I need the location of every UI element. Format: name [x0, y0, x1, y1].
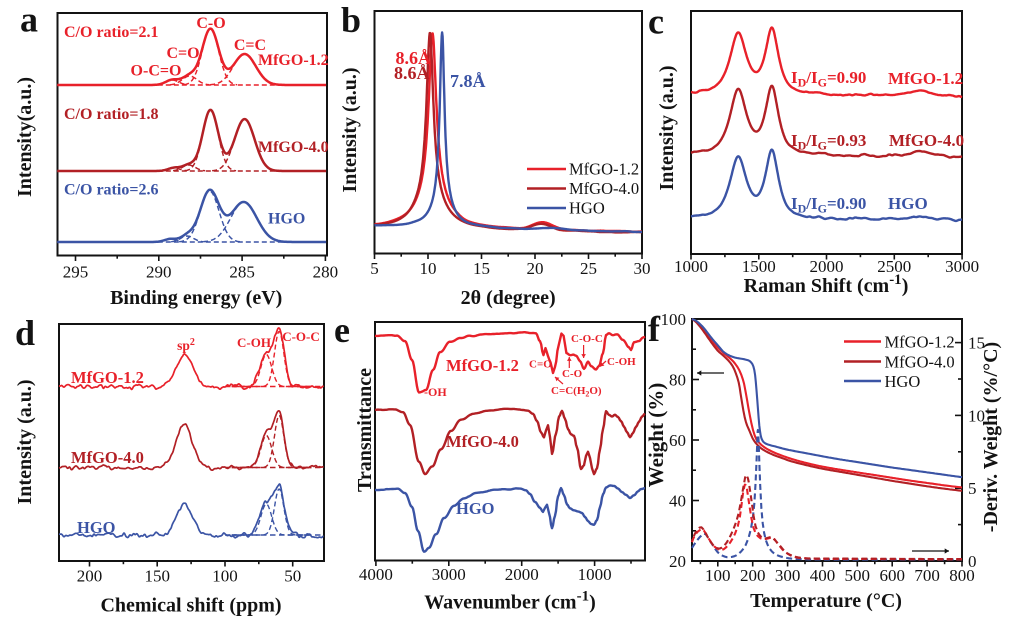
svg-text:500: 500: [845, 566, 871, 585]
svg-text:700: 700: [914, 566, 940, 585]
svg-text:C-O: C-O: [196, 15, 225, 32]
svg-text:25: 25: [580, 259, 597, 278]
svg-text:MfGO-4.0: MfGO-4.0: [569, 179, 639, 198]
svg-text:f: f: [648, 309, 661, 349]
svg-text:MfGO-4.0: MfGO-4.0: [258, 139, 329, 156]
svg-text:800: 800: [949, 566, 975, 585]
svg-text:C=C: C=C: [234, 37, 266, 54]
svg-text:C-O: C-O: [562, 368, 583, 380]
svg-text:C=O: C=O: [166, 45, 199, 62]
svg-text:MfGO-1.2: MfGO-1.2: [888, 69, 963, 88]
svg-text:C-OH: C-OH: [237, 335, 271, 350]
svg-text:MfGO-1.2: MfGO-1.2: [885, 332, 955, 351]
svg-text:HGO: HGO: [888, 194, 928, 213]
svg-text:HGO: HGO: [885, 372, 921, 391]
svg-text:MfGO-4.0: MfGO-4.0: [71, 448, 144, 467]
svg-text:1000: 1000: [674, 257, 708, 276]
svg-text:C=O: C=O: [529, 359, 552, 371]
svg-text:d: d: [15, 313, 35, 353]
svg-text:2θ (degree): 2θ (degree): [461, 287, 556, 309]
svg-text:100: 100: [705, 566, 731, 585]
svg-text:MfGO-1.2: MfGO-1.2: [258, 52, 329, 69]
svg-text:280: 280: [313, 263, 339, 282]
svg-text:400: 400: [810, 566, 836, 585]
svg-text:10: 10: [420, 259, 437, 278]
svg-text:40: 40: [669, 492, 686, 511]
svg-text:290: 290: [146, 263, 172, 282]
svg-text:60: 60: [669, 431, 686, 450]
svg-text:MfGO-4.0: MfGO-4.0: [885, 352, 955, 371]
svg-text:285: 285: [229, 263, 255, 282]
svg-text:Raman Shift (cm-1): Raman Shift (cm-1): [744, 272, 909, 297]
svg-text:Binding energy (eV): Binding energy (eV): [110, 287, 282, 309]
svg-text:15: 15: [473, 259, 490, 278]
svg-text:HGO: HGO: [268, 211, 305, 228]
svg-text:2000: 2000: [505, 565, 539, 584]
svg-text:10: 10: [968, 406, 985, 425]
svg-text:HGO: HGO: [77, 518, 116, 537]
svg-text:ID/IG=0.90: ID/IG=0.90: [791, 194, 866, 216]
svg-text:ID/IG=0.90: ID/IG=0.90: [791, 68, 866, 90]
svg-text:MfGO-1.2: MfGO-1.2: [569, 159, 639, 178]
svg-text:2500: 2500: [877, 257, 911, 276]
svg-text:MfGO-4.0: MfGO-4.0: [889, 131, 964, 150]
svg-text:20: 20: [669, 552, 686, 571]
svg-text:Intensity (a.u.): Intensity (a.u.): [339, 67, 361, 192]
svg-text:-Deriv. Weight (%/°C): -Deriv. Weight (%/°C): [980, 342, 1002, 532]
svg-text:200: 200: [77, 567, 103, 586]
svg-text:0: 0: [968, 552, 977, 571]
svg-text:80: 80: [669, 371, 686, 390]
svg-text:3000: 3000: [432, 565, 466, 584]
svg-text:C-OH: C-OH: [607, 356, 636, 368]
svg-text:a: a: [20, 0, 38, 40]
svg-text:C=C(H2O): C=C(H2O): [551, 385, 602, 399]
svg-text:Weight (%): Weight (%): [644, 383, 668, 487]
svg-text:C/O ratio=2.6: C/O ratio=2.6: [64, 182, 158, 199]
svg-text:Temperature (°C): Temperature (°C): [750, 590, 902, 612]
svg-text:HGO: HGO: [456, 499, 495, 518]
svg-text:C-O-C: C-O-C: [571, 333, 603, 345]
svg-text:Intensity (a.u.): Intensity (a.u.): [656, 65, 678, 190]
svg-text:1500: 1500: [742, 257, 776, 276]
svg-text:5: 5: [968, 479, 977, 498]
svg-text:100: 100: [212, 567, 238, 586]
svg-text:300: 300: [775, 566, 801, 585]
svg-text:O-C=O: O-C=O: [131, 63, 182, 80]
svg-text:HGO: HGO: [569, 198, 605, 217]
svg-text:7.8Å: 7.8Å: [450, 71, 486, 91]
svg-text:MfGO-1.2: MfGO-1.2: [71, 368, 144, 387]
svg-text:30: 30: [634, 259, 651, 278]
svg-text:MfGO-4.0: MfGO-4.0: [446, 432, 519, 451]
svg-text:C/O ratio=2.1: C/O ratio=2.1: [64, 24, 158, 41]
svg-text:50: 50: [284, 567, 301, 586]
svg-text:600: 600: [879, 566, 905, 585]
svg-text:295: 295: [63, 263, 89, 282]
svg-text:-OH: -OH: [424, 385, 447, 399]
svg-text:C-O-C: C-O-C: [282, 329, 320, 344]
svg-text:8.6Å: 8.6Å: [396, 48, 432, 68]
svg-text:200: 200: [740, 566, 766, 585]
svg-text:2000: 2000: [810, 257, 844, 276]
svg-text:Intensity (a.u.): Intensity (a.u.): [14, 379, 36, 504]
svg-text:Chemical shift (ppm): Chemical shift (ppm): [100, 595, 281, 617]
svg-text:C/O ratio=1.8: C/O ratio=1.8: [64, 106, 158, 123]
svg-text:b: b: [341, 0, 361, 40]
svg-text:20: 20: [527, 259, 544, 278]
svg-text:3000: 3000: [945, 257, 979, 276]
svg-text:100: 100: [661, 310, 687, 329]
svg-text:4000: 4000: [359, 565, 393, 584]
svg-text:Wavenumber (cm-1): Wavenumber (cm-1): [424, 589, 596, 614]
svg-text:Transmittance: Transmittance: [354, 368, 376, 492]
svg-text:15: 15: [968, 334, 985, 353]
svg-text:150: 150: [144, 567, 170, 586]
svg-text:5: 5: [370, 259, 379, 278]
svg-text:8.6Å: 8.6Å: [394, 63, 430, 83]
svg-text:Intensity(a.u.): Intensity(a.u.): [14, 77, 36, 197]
svg-text:e: e: [334, 310, 350, 350]
svg-text:MfGO-1.2: MfGO-1.2: [446, 356, 519, 375]
svg-text:ID/IG=0.93: ID/IG=0.93: [791, 131, 866, 153]
svg-text:1000: 1000: [578, 565, 612, 584]
svg-text:c: c: [648, 2, 664, 42]
